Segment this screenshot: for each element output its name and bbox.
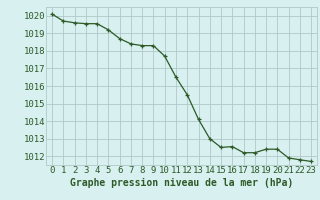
X-axis label: Graphe pression niveau de la mer (hPa): Graphe pression niveau de la mer (hPa)	[70, 178, 293, 188]
